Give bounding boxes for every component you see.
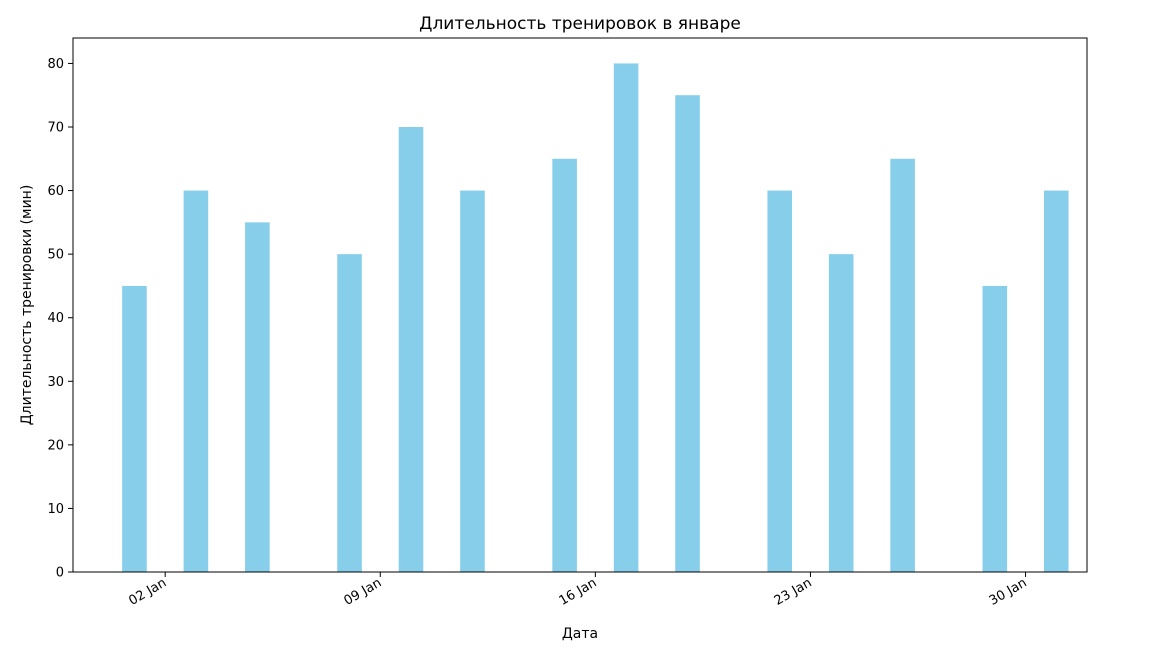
bars-group [122,63,1069,573]
bar [613,63,639,573]
bar [398,127,424,572]
y-tick-label: 30 [47,375,64,390]
bar [460,190,485,573]
y-tick-label: 80 [47,57,64,72]
x-tick-label: 23 Jan [772,575,815,608]
bar [767,190,793,573]
x-tick-label: 09 Jan [342,575,385,608]
y-tick-label: 20 [47,438,64,453]
y-tick-label: 50 [47,248,64,263]
x-tick-label: 30 Jan [987,575,1030,608]
bar [337,254,362,572]
bar [828,254,854,572]
bar [122,285,147,572]
bar [890,158,915,573]
x-tick-label: 16 Jan [557,575,600,608]
chart-title: Длительность тренировок в январе [419,14,741,34]
y-axis-label: Длительность тренировки (мин) [19,185,35,426]
y-tick-label: 0 [56,566,64,581]
y-tick-label: 10 [47,502,64,517]
y-tick-label: 70 [47,121,64,136]
y-axis: 0 10 20 30 40 50 60 70 80 [47,57,73,581]
y-tick-label: 40 [47,311,64,326]
y-tick-label: 60 [47,184,64,199]
x-axis-label: Дата [562,626,598,642]
plot-frame [72,37,1088,573]
bar [982,285,1008,572]
bar [183,190,209,573]
bar [1043,190,1069,573]
bar [552,158,577,573]
bar [675,95,700,572]
bar [245,222,270,572]
x-axis: 02 Jan 09 Jan 16 Jan 23 Jan 30 Jan [126,572,1030,609]
x-tick-label: 02 Jan [126,575,169,608]
